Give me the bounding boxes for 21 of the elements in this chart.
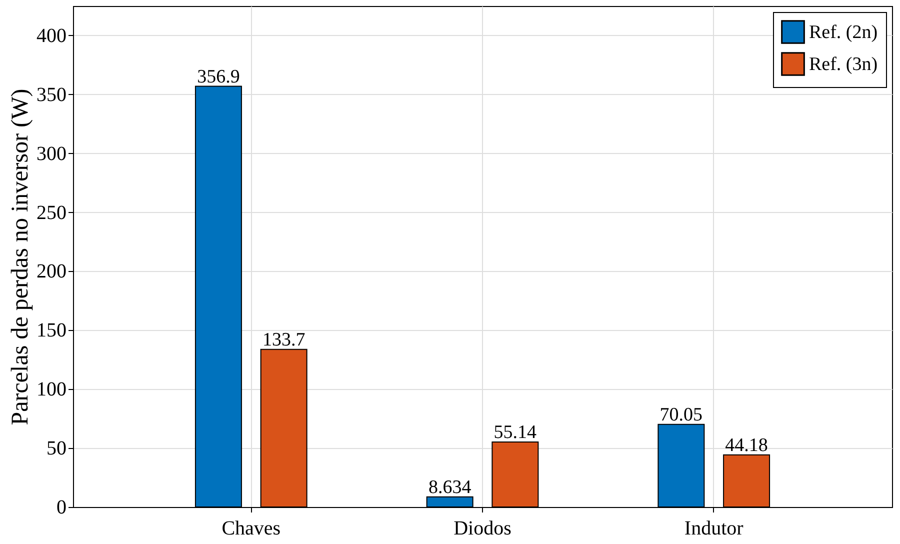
legend-label: Ref. (3n) (809, 54, 878, 75)
data-label: 44.18 (725, 434, 768, 456)
y-tick-label: 300 (36, 142, 66, 165)
y-tick-label: 400 (36, 24, 66, 47)
data-label: 8.634 (428, 476, 472, 498)
x-tick-label: Indutor (684, 518, 744, 540)
data-label: 70.05 (660, 404, 703, 426)
y-tick-label: 100 (36, 378, 66, 401)
x-tick-label: Diodos (454, 518, 512, 540)
data-label: 356.9 (197, 66, 240, 88)
y-tick-label: 0 (56, 496, 66, 518)
y-axis-title: Parcelas de perdas no inversor (W) (8, 88, 34, 426)
y-tick-label: 350 (36, 84, 66, 106)
y-tick-label: 50 (46, 438, 66, 460)
y-tick-label: 200 (36, 260, 66, 283)
data-label: 133.7 (262, 329, 306, 350)
y-tick-label: 150 (36, 320, 66, 342)
y-tick-label: 250 (36, 202, 66, 224)
legend-label: Ref. (2n) (809, 22, 878, 43)
data-label: 55.14 (494, 422, 538, 443)
x-tick-label: Chaves (222, 518, 281, 540)
